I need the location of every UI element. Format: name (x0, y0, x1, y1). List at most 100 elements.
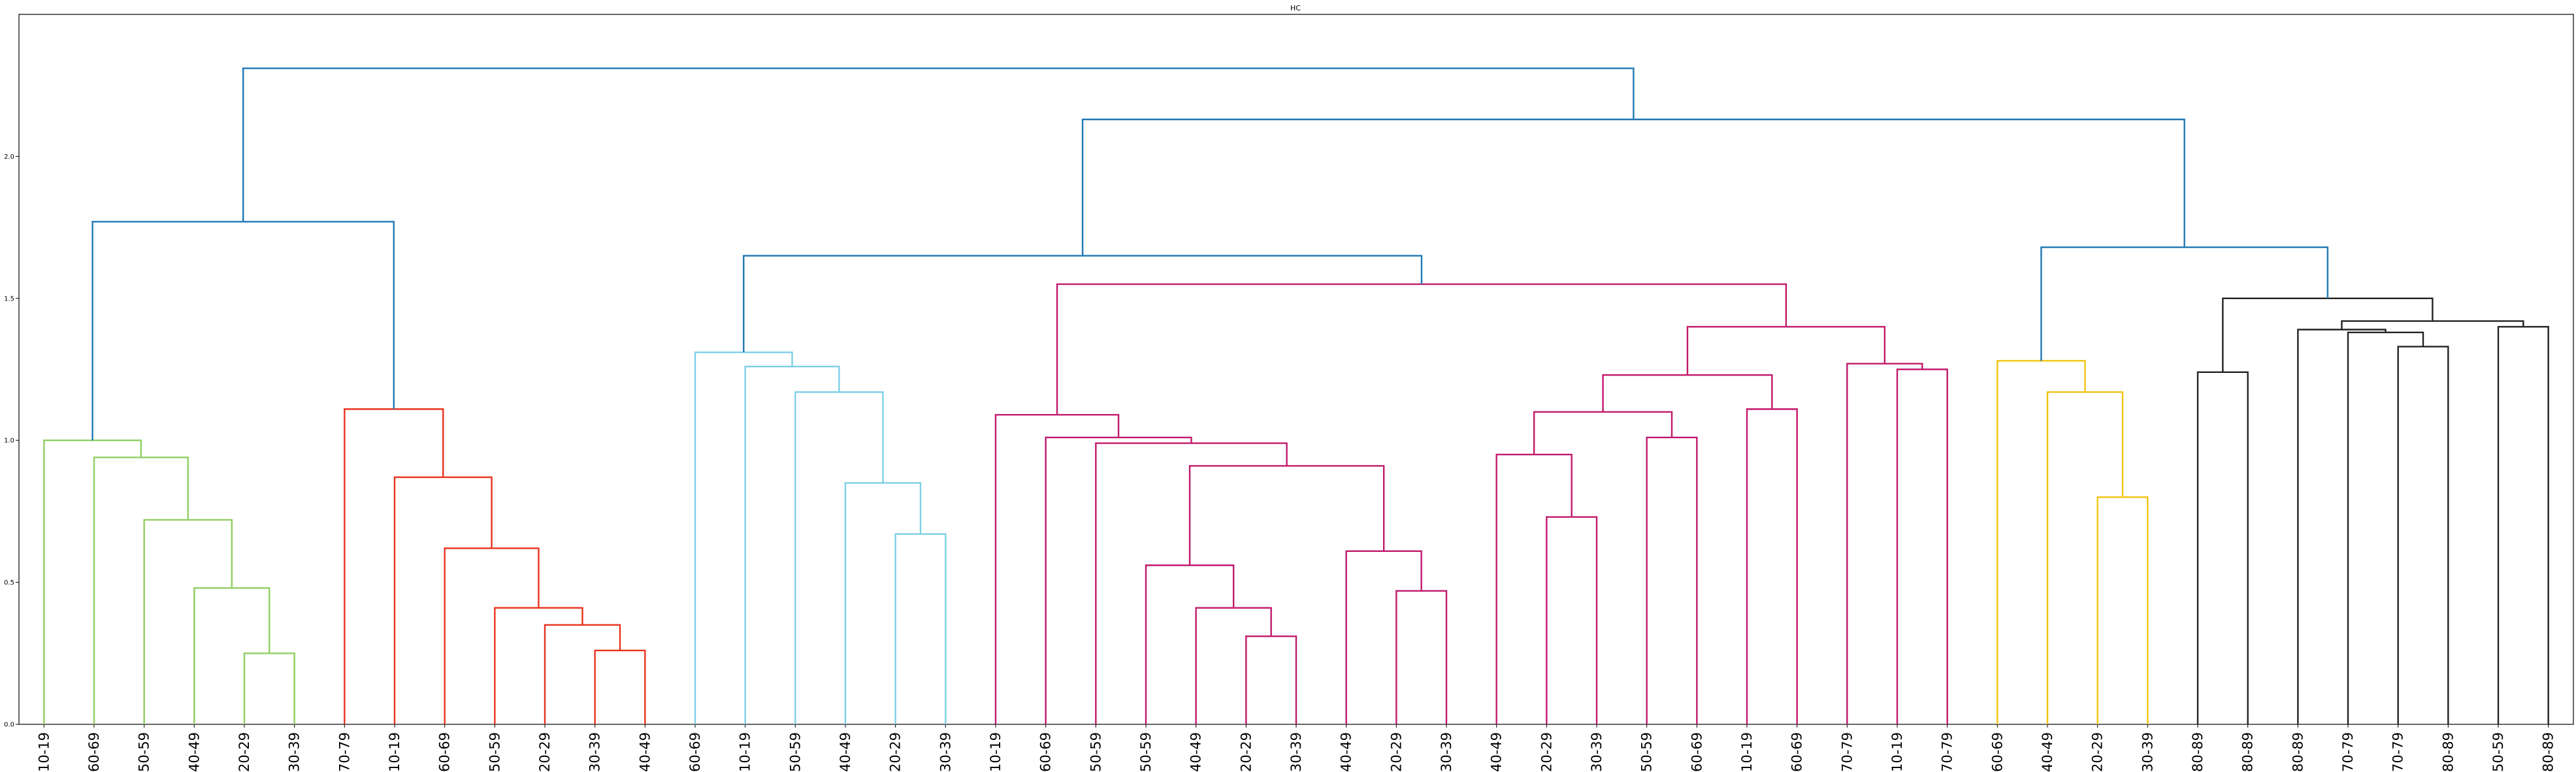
dendrogram-link (1095, 442, 1288, 724)
leaf-label: 50-59 (787, 732, 803, 772)
y-tick-label: 1.5 (4, 295, 14, 302)
dendrogram-link (1056, 283, 1787, 415)
y-tick-label: 1.0 (4, 438, 14, 445)
leaf-label: 20-29 (2090, 732, 2106, 772)
dendrogram-link (544, 624, 621, 724)
leaf-label: 40-49 (2040, 732, 2055, 772)
dendrogram-link (1245, 635, 1297, 724)
leaf-label: 40-49 (1489, 732, 1505, 772)
dendrogram-link (91, 221, 395, 441)
leaf-label: 50-59 (1138, 732, 1154, 772)
dendrogram-link (2040, 246, 2329, 361)
dendrogram-link (1395, 590, 1448, 724)
dendrogram-link (43, 440, 142, 724)
leaf-label: 80-89 (2240, 732, 2256, 772)
dendrogram-link (1997, 360, 2086, 724)
leaf-label: 40-49 (637, 732, 653, 772)
leaf-label: 80-89 (2440, 732, 2456, 772)
leaf-label: 20-29 (888, 732, 904, 772)
dendrogram-link (1646, 436, 1698, 724)
leaf-label: 20-29 (1388, 732, 1404, 772)
dendrogram-link (894, 533, 947, 724)
chart-title: HC (1290, 4, 1301, 12)
dendrogram-links (43, 67, 2549, 724)
dendrogram-link (1686, 326, 1886, 376)
dendrogram-link (2347, 331, 2424, 724)
leaf-label: 10-19 (36, 732, 52, 772)
dendrogram-link (794, 391, 884, 724)
dendrogram-link (744, 365, 840, 724)
dendrogram-link (1602, 374, 1773, 412)
leaf-label: 70-79 (336, 732, 352, 772)
dendrogram-link (2341, 320, 2524, 330)
leaf-label: 40-49 (838, 732, 853, 772)
dendrogram-link (1045, 436, 1192, 724)
dendrogram-link (1546, 516, 1598, 724)
leaf-label: 60-69 (1689, 732, 1704, 772)
leaf-label: 30-39 (287, 732, 302, 772)
y-tick-label: 2.0 (4, 153, 14, 161)
leaf-label: 80-89 (2541, 732, 2556, 772)
leaf-label: 20-29 (1539, 732, 1554, 772)
leaf-label: 50-59 (2490, 732, 2506, 772)
leaf-label: 70-79 (1839, 732, 1855, 772)
dendrogram-link (2046, 391, 2124, 724)
leaf-label: 30-39 (1589, 732, 1605, 772)
leaf-label: 60-69 (86, 732, 102, 772)
leaf-label: 30-39 (2140, 732, 2155, 772)
leaf-label: 10-19 (1889, 732, 1905, 772)
dendrogram-link (243, 652, 295, 724)
leaf-label: 60-69 (437, 732, 453, 772)
dendrogram-link (93, 457, 189, 724)
dendrogram-link (2497, 326, 2549, 724)
leaf-label: 50-59 (1088, 732, 1103, 772)
dendrogram-link (694, 351, 793, 724)
dendrogram-link (193, 587, 270, 724)
leaf-label: 60-69 (1989, 732, 2005, 772)
plot-frame (18, 14, 2574, 725)
leaf-label: 70-79 (1940, 732, 1955, 772)
dendrogram-link (594, 649, 646, 724)
leaf-label: 30-39 (1288, 732, 1304, 772)
dendrogram-link (994, 413, 1120, 724)
leaf-label: 40-49 (1339, 732, 1354, 772)
y-tick-label: 0.5 (4, 579, 14, 587)
leaf-label: 50-59 (487, 732, 502, 772)
leaf-label: 50-59 (137, 732, 152, 772)
leaf-label: 60-69 (1789, 732, 1805, 772)
dendrogram-link (444, 547, 540, 724)
leaf-label: 30-39 (1439, 732, 1454, 772)
dendrogram-link (2297, 329, 2387, 724)
leaf-label: 30-39 (587, 732, 603, 772)
dendrogram-link (242, 67, 1635, 222)
leaf-label: 70-79 (2390, 732, 2406, 772)
leaf-label: 20-29 (1238, 732, 1254, 772)
dendrogram-link (743, 255, 1423, 353)
leaf-label: 10-19 (1739, 732, 1755, 772)
leaf-label: 70-79 (2340, 732, 2356, 772)
dendrogram-link (2196, 371, 2249, 724)
dendrogram-link (1846, 362, 1923, 724)
dendrogram-link (844, 482, 922, 724)
leaf-label: 20-29 (537, 732, 553, 772)
leaf-label: 80-89 (2290, 732, 2306, 772)
leaf-label: 50-59 (1639, 732, 1655, 772)
dendrogram-link (2096, 496, 2149, 724)
dendrogram-link (143, 519, 233, 724)
y-tick-label: 0.0 (4, 722, 14, 729)
dendrogram-link (1533, 411, 1673, 455)
y-axis: 0.0 0.5 1.0 1.5 2.0 (4, 153, 19, 729)
leaf-label: 80-89 (2190, 732, 2206, 772)
dendrogram-link (1145, 564, 1235, 724)
leaf-label: 10-19 (738, 732, 753, 772)
dendrogram-link (1345, 550, 1422, 724)
dendrogram-link (1195, 607, 1272, 724)
dendrogram-link (1896, 368, 1948, 724)
dendrogram-link (2222, 297, 2434, 372)
dendrogram-link (1081, 118, 2185, 256)
x-axis: 10-19 60-69 50-59 40-49 20-29 30-39 70-79 10-19… (36, 724, 2556, 772)
leaf-label: 20-29 (236, 732, 252, 772)
leaf-label: 60-69 (687, 732, 703, 772)
dendrogram-link (1495, 453, 1573, 724)
